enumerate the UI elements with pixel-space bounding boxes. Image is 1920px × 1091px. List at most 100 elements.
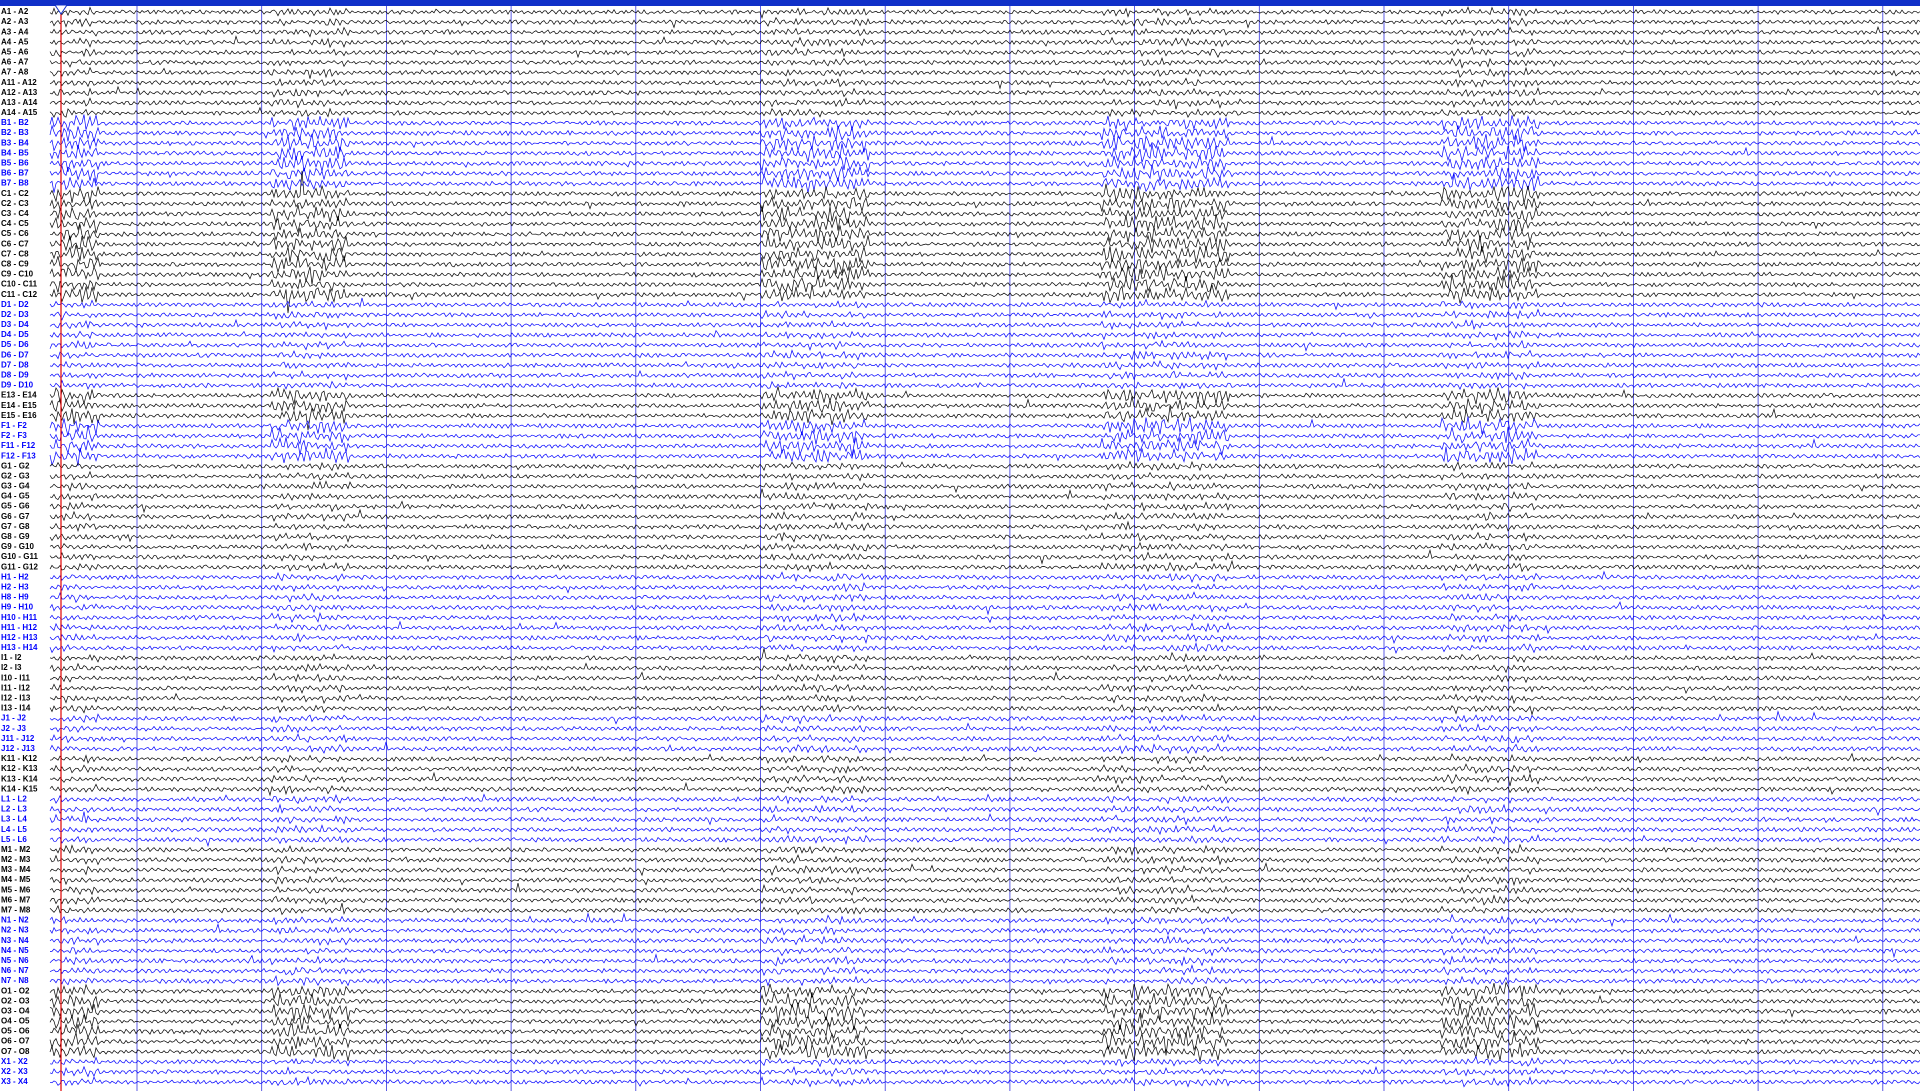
channel-label: K12 - K13 — [1, 764, 38, 773]
signal-trace — [49, 329, 1920, 341]
channel-label: A5 - A6 — [1, 47, 29, 56]
channel-label: X2 - X3 — [1, 1067, 28, 1076]
signal-trace — [49, 26, 1920, 38]
signal-trace — [49, 425, 1920, 445]
signal-trace — [49, 648, 1920, 664]
channel-label: F1 - F2 — [1, 421, 27, 430]
channel-label: C9 - C10 — [1, 270, 34, 279]
signal-trace — [49, 154, 1920, 172]
signal-trace — [49, 570, 1920, 583]
signal-trace — [49, 318, 1920, 331]
signal-trace — [49, 297, 1920, 311]
signal-trace — [49, 520, 1920, 532]
traces — [49, 6, 1920, 1088]
channel-label: C1 - C2 — [1, 189, 29, 198]
channel-label: L2 - L3 — [1, 805, 27, 814]
channel-label: O5 - O6 — [1, 1027, 30, 1036]
channel-label: H10 - H11 — [1, 613, 38, 622]
channel-label: L4 - L5 — [1, 825, 27, 834]
signal-trace — [49, 620, 1920, 635]
signal-trace — [49, 124, 1920, 143]
channel-label: X3 - X4 — [1, 1077, 28, 1086]
channel-label: E14 - E15 — [1, 401, 37, 410]
signal-trace — [49, 953, 1920, 967]
channel-label: M6 - M7 — [1, 895, 31, 904]
channel-label: N4 - N5 — [1, 946, 29, 955]
signal-trace — [49, 874, 1920, 887]
cursor-marker[interactable] — [54, 4, 68, 15]
channel-label: N3 - N4 — [1, 936, 29, 945]
signal-trace — [49, 508, 1920, 522]
signal-trace — [49, 143, 1920, 163]
signal-trace — [49, 601, 1920, 616]
signal-trace — [49, 274, 1920, 294]
channel-label: I13 - I14 — [1, 704, 31, 713]
signal-trace — [49, 446, 1920, 467]
signal-trace — [49, 854, 1920, 866]
channel-label: B6 - B7 — [1, 169, 29, 178]
signal-trace — [49, 981, 1920, 1001]
signal-trace — [49, 16, 1920, 29]
channel-label: G11 - G12 — [1, 562, 38, 571]
time-bar[interactable] — [0, 0, 1920, 6]
signal-trace — [49, 164, 1920, 184]
signal-trace — [49, 284, 1920, 314]
signal-trace — [49, 541, 1920, 553]
channel-label: N7 - N8 — [1, 976, 29, 985]
signal-trace — [49, 46, 1920, 59]
signal-trace — [49, 531, 1920, 543]
signal-trace — [49, 991, 1920, 1011]
signal-trace — [49, 548, 1920, 565]
channel-label: L3 - L4 — [1, 815, 27, 824]
signal-trace — [49, 923, 1920, 936]
channel-label: G2 - G3 — [1, 471, 30, 480]
channel-label: K11 - K12 — [1, 754, 38, 763]
channel-label: A12 - A13 — [1, 88, 38, 97]
signal-trace — [49, 480, 1920, 494]
channel-label: B3 - B4 — [1, 138, 29, 147]
signal-trace — [49, 1022, 1920, 1040]
signal-trace — [49, 803, 1920, 817]
channel-label: N2 - N3 — [1, 926, 29, 935]
signal-trace — [49, 245, 1920, 263]
signal-trace — [49, 862, 1920, 877]
signal-trace — [49, 1075, 1920, 1088]
channel-label: F2 - F3 — [1, 431, 27, 440]
signal-trace — [49, 308, 1920, 321]
channel-label: K13 - K14 — [1, 774, 38, 783]
channel-label: O6 - O7 — [1, 1037, 30, 1046]
channel-label: M7 - M8 — [1, 906, 31, 915]
signal-trace — [49, 771, 1920, 787]
signal-trace — [49, 710, 1920, 725]
signal-trace — [49, 265, 1920, 285]
signal-trace — [49, 6, 1920, 19]
signal-trace — [49, 1065, 1920, 1078]
channel-label: A7 - A8 — [1, 68, 29, 77]
signal-trace — [49, 436, 1920, 457]
channel-label: H13 - H14 — [1, 643, 38, 652]
signal-trace — [49, 66, 1920, 79]
signal-trace — [49, 1055, 1920, 1068]
channel-label: F11 - F12 — [1, 441, 36, 450]
signal-trace — [49, 912, 1920, 928]
channel-label: A6 - A7 — [1, 58, 29, 67]
signal-trace — [49, 170, 1920, 204]
signal-trace — [49, 945, 1920, 959]
signal-trace — [49, 349, 1920, 362]
channel-label: G3 - G4 — [1, 482, 30, 491]
signal-trace — [49, 224, 1920, 244]
signal-trace — [49, 559, 1920, 573]
signal-trace — [49, 683, 1920, 695]
channel-label: D9 - D10 — [1, 381, 34, 390]
channel-label: C4 - C5 — [1, 219, 29, 228]
channel-label: G8 - G9 — [1, 532, 30, 541]
channel-label: I11 - I12 — [1, 683, 30, 692]
channel-label: L5 - L6 — [1, 835, 27, 844]
signal-trace — [49, 77, 1920, 90]
channel-label: M2 - M3 — [1, 855, 31, 864]
channel-label: M4 - M5 — [1, 875, 31, 884]
channel-label: O3 - O4 — [1, 1006, 30, 1015]
time-grid — [136, 6, 1884, 1091]
